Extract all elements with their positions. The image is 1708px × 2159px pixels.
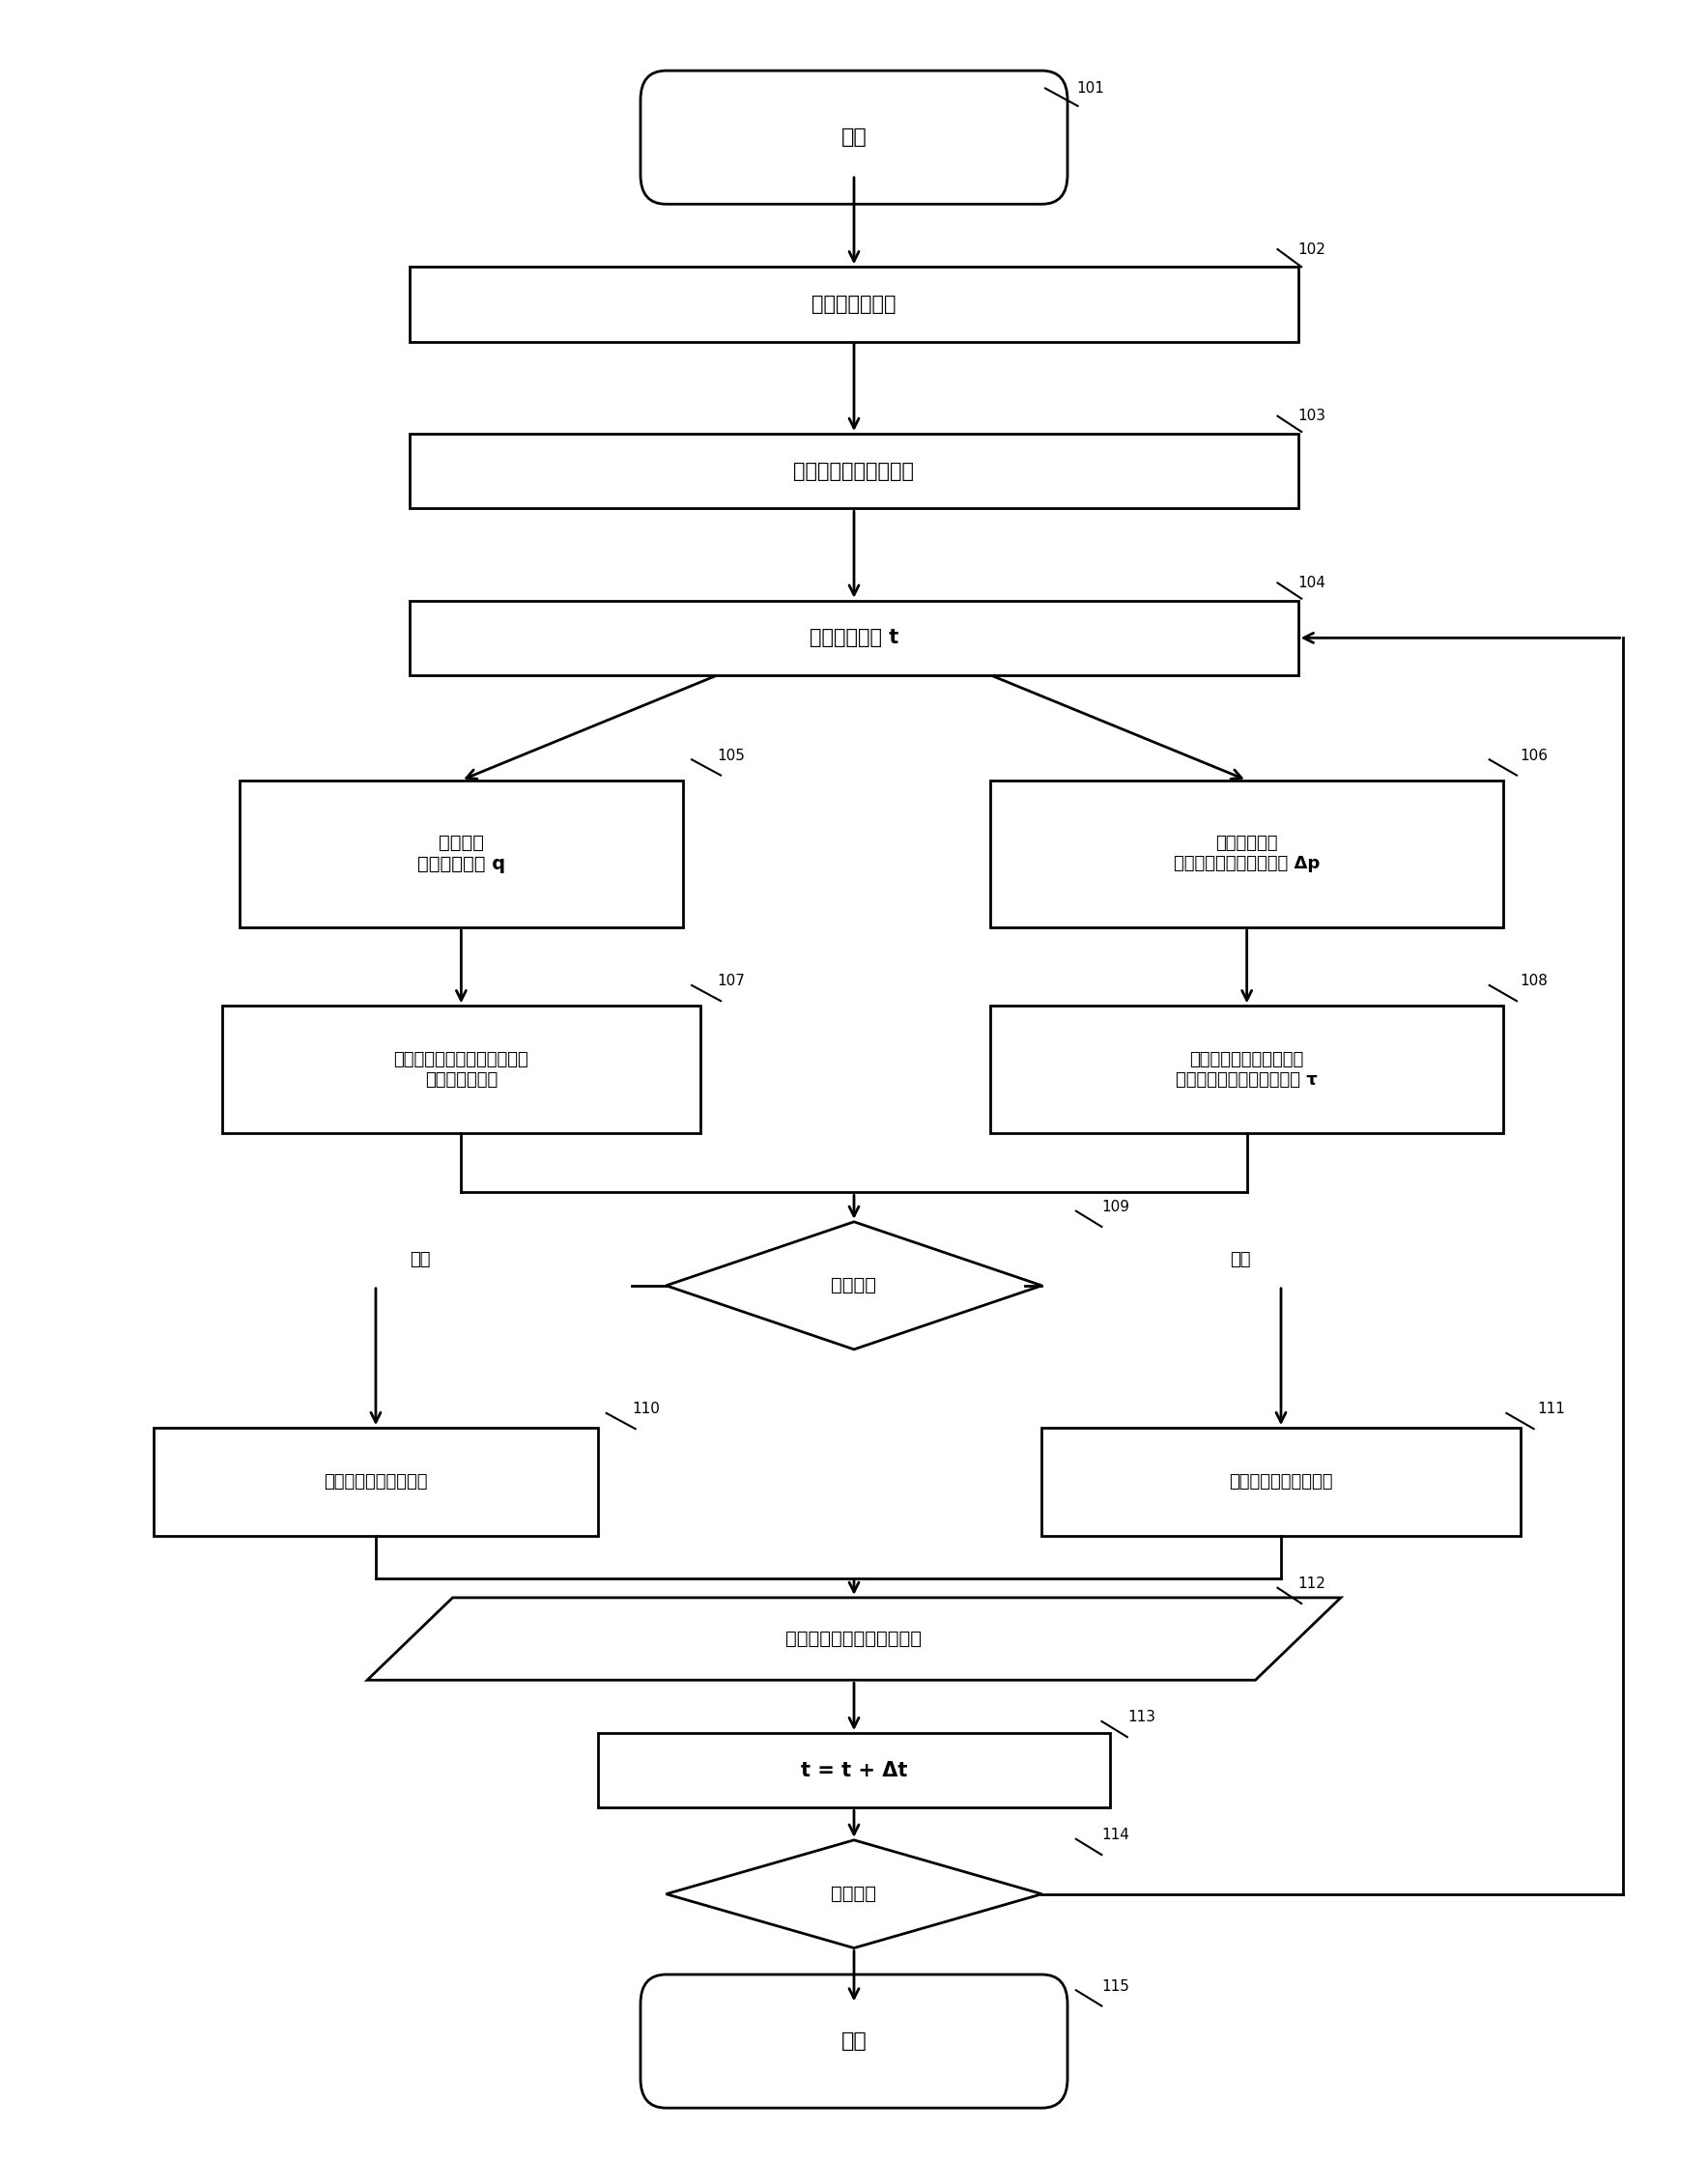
Bar [410, 268, 1298, 341]
Text: 107: 107 [717, 974, 745, 989]
Text: 106: 106 [1520, 749, 1547, 762]
Bar [991, 1006, 1503, 1133]
Text: 108: 108 [1520, 974, 1547, 989]
FancyBboxPatch shape [640, 1975, 1068, 2107]
Bar [1042, 1427, 1520, 1535]
Text: 幂律: 幂律 [1230, 1252, 1250, 1269]
Text: 开始: 开始 [840, 127, 868, 147]
Bar [410, 434, 1298, 507]
Text: 101: 101 [1076, 82, 1103, 95]
Text: 115: 115 [1102, 1980, 1129, 1993]
Text: 110: 110 [632, 1401, 659, 1416]
Text: 结束: 结束 [840, 2032, 868, 2051]
Polygon shape [666, 1839, 1042, 1947]
Text: 根据流量和管径计算不同直径
管段的速度梯度: 根据流量和管径计算不同直径 管段的速度梯度 [393, 1051, 529, 1088]
Text: 记录测量时刻 t: 记录测量时刻 t [810, 628, 898, 648]
Text: 提供稳定的钻井液流量: 提供稳定的钻井液流量 [794, 462, 914, 481]
Text: 109: 109 [1102, 1200, 1129, 1213]
Text: 需求判断: 需求判断 [832, 1885, 876, 1904]
Text: 111: 111 [1537, 1401, 1565, 1416]
Text: 用压差计测量
不同直径管段的压力损耗 Δp: 用压差计测量 不同直径管段的压力损耗 Δp [1173, 836, 1320, 872]
Text: 记录该时刻的各种流变参数: 记录该时刻的各种流变参数 [786, 1630, 922, 1647]
Polygon shape [666, 1222, 1042, 1349]
Text: 根据管子尺寸和压耗计算
变径管不同直径管段动切力 τ: 根据管子尺寸和压耗计算 变径管不同直径管段动切力 τ [1175, 1051, 1319, 1088]
Text: 113: 113 [1127, 1710, 1155, 1725]
Text: 103: 103 [1298, 408, 1325, 423]
Bar [598, 1734, 1110, 1807]
Bar [410, 600, 1298, 676]
Text: 105: 105 [717, 749, 745, 762]
Text: 用流量计
准确测量流量 q: 用流量计 准确测量流量 q [417, 833, 506, 874]
Text: 宾汉: 宾汉 [410, 1252, 430, 1269]
Text: 102: 102 [1298, 242, 1325, 257]
Bar [991, 779, 1503, 928]
Text: 计算塑性粘度和动切力: 计算塑性粘度和动切力 [325, 1472, 427, 1490]
Bar [222, 1006, 700, 1133]
Text: 计算流型指数和稠度系: 计算流型指数和稠度系 [1230, 1472, 1332, 1490]
Text: t = t + Δt: t = t + Δt [801, 1762, 907, 1779]
Text: 104: 104 [1298, 576, 1325, 589]
FancyBboxPatch shape [640, 71, 1068, 205]
Text: 114: 114 [1102, 1829, 1129, 1842]
Polygon shape [367, 1598, 1341, 1680]
Bar [154, 1427, 598, 1535]
Bar [239, 779, 683, 928]
Text: 判断流型: 判断流型 [832, 1276, 876, 1295]
Text: 构建变径管系统: 构建变径管系统 [811, 294, 897, 313]
Text: 112: 112 [1298, 1576, 1325, 1591]
